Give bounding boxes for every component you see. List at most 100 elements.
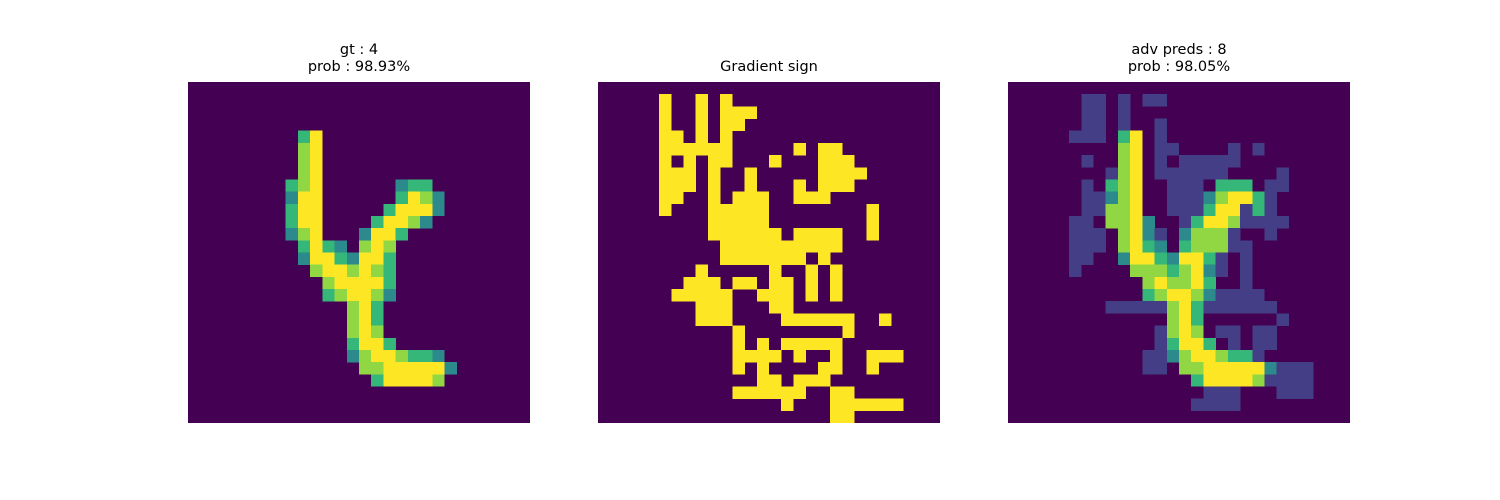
- heatmap-cell: [359, 301, 372, 314]
- heatmap-cell: [1264, 228, 1277, 241]
- heatmap-cell: [769, 155, 782, 168]
- heatmap-cell: [1227, 191, 1241, 205]
- heatmap-cell: [793, 349, 806, 363]
- heatmap-cell: [297, 155, 311, 168]
- heatmap-cell: [1179, 362, 1192, 375]
- heatmap-cell: [695, 106, 709, 119]
- heatmap-cell: [1179, 179, 1192, 192]
- heatmap-cell: [1252, 142, 1265, 156]
- heatmap-cell: [1240, 215, 1253, 229]
- heatmap-cell: [1081, 130, 1094, 144]
- heatmap-cell: [1130, 264, 1143, 278]
- heatmap-cell: [842, 386, 855, 399]
- heatmap-cell: [359, 276, 372, 290]
- heatmap-cell: [1093, 203, 1106, 217]
- heatmap-cell: [793, 228, 806, 241]
- heatmap-cell: [1191, 325, 1204, 338]
- heatmap-cell: [659, 179, 672, 192]
- heatmap-cell: [1203, 167, 1216, 180]
- heatmap-cell: [1203, 337, 1216, 351]
- heatmap-cell: [1179, 215, 1192, 229]
- heatmap-cell: [285, 215, 299, 229]
- heatmap-cell: [830, 167, 843, 180]
- heatmap-cell: [1191, 167, 1204, 180]
- heatmap-cell: [1179, 276, 1192, 290]
- heatmap-cell: [297, 228, 311, 241]
- heatmap-cell: [695, 264, 709, 278]
- heatmap-cell: [817, 155, 831, 168]
- heatmap-cell: [1117, 179, 1131, 192]
- heatmap-cell: [1154, 130, 1168, 144]
- heatmap-cell: [1117, 118, 1131, 131]
- heatmap-cell: [756, 337, 770, 351]
- heatmap-cell: [359, 228, 372, 241]
- heatmap-cell: [1179, 313, 1192, 326]
- heatmap-cell: [1215, 386, 1229, 399]
- heatmap-cell: [683, 142, 696, 156]
- heatmap-cell: [1252, 191, 1265, 205]
- heatmap-cell: [1264, 325, 1277, 338]
- heatmap-cell: [432, 362, 445, 375]
- heatmap-cell: [1276, 313, 1290, 326]
- heatmap-cell: [383, 362, 396, 375]
- heatmap-cell: [1203, 276, 1216, 290]
- heatmap-cell: [1081, 191, 1094, 205]
- heatmap-cell: [1093, 106, 1106, 119]
- heatmap-cell: [322, 240, 335, 253]
- heatmap-cell: [769, 289, 782, 302]
- heatmap-cell: [659, 118, 672, 131]
- heatmap-cell: [1142, 289, 1155, 302]
- heatmap-cell: [1203, 240, 1216, 253]
- heatmap-cell: [1191, 228, 1204, 241]
- heatmap-cell: [1166, 301, 1180, 314]
- heatmap-cell: [769, 349, 782, 363]
- heatmap-cell: [322, 264, 335, 278]
- heatmap-cell: [695, 94, 709, 107]
- heatmap-cell: [805, 337, 819, 351]
- heatmap-cell: [346, 276, 360, 290]
- heatmap-cell: [1117, 94, 1131, 107]
- heatmap-cell: [1227, 362, 1241, 375]
- heatmap-cell: [1179, 325, 1192, 338]
- heatmap-cell: [805, 228, 819, 241]
- heatmap-cell: [1093, 228, 1106, 241]
- heatmap-cell: [1191, 179, 1204, 192]
- heatmap-cell: [1191, 203, 1204, 217]
- heatmap-cell: [1227, 142, 1241, 156]
- heatmap-cell: [1227, 398, 1241, 412]
- heatmap-cell: [1203, 289, 1216, 302]
- original-image-panel: gt : 4 prob : 98.93%: [188, 0, 530, 500]
- heatmap-cell: [310, 228, 323, 241]
- heatmap-cell: [720, 130, 733, 144]
- heatmap-cell: [407, 191, 421, 205]
- heatmap-cell: [1142, 276, 1155, 290]
- panel-title: Gradient sign: [720, 59, 818, 75]
- heatmap-cell: [1191, 252, 1204, 265]
- heatmap-cell: [1105, 215, 1119, 229]
- heatmap-cell: [1264, 337, 1277, 351]
- heatmap-cell: [1276, 167, 1290, 180]
- heatmap-cell: [1154, 94, 1168, 107]
- heatmap-cell: [769, 252, 782, 265]
- heatmap-cell: [769, 386, 782, 399]
- heatmap-cell: [1215, 228, 1229, 241]
- heatmap-cell: [793, 191, 806, 205]
- heatmap-cell: [1154, 362, 1168, 375]
- heatmap-cell: [1142, 228, 1155, 241]
- heatmap-cell: [793, 386, 806, 399]
- heatmap-cell: [285, 203, 299, 217]
- heatmap-cell: [371, 362, 384, 375]
- heatmap-cell: [1252, 349, 1265, 363]
- heatmap-cell: [817, 252, 831, 265]
- heatmap-cell: [346, 301, 360, 314]
- heatmap-cell: [383, 240, 396, 253]
- heatmap-cell: [1227, 301, 1241, 314]
- heatmap-cell: [1166, 264, 1180, 278]
- heatmap-cell: [1117, 240, 1131, 253]
- heatmap-cell: [1203, 252, 1216, 265]
- heatmap-cell: [732, 362, 745, 375]
- heatmap-cell: [720, 106, 733, 119]
- heatmap-cell: [1154, 228, 1168, 241]
- heatmap-cell: [1215, 215, 1229, 229]
- heatmap-cell: [781, 252, 794, 265]
